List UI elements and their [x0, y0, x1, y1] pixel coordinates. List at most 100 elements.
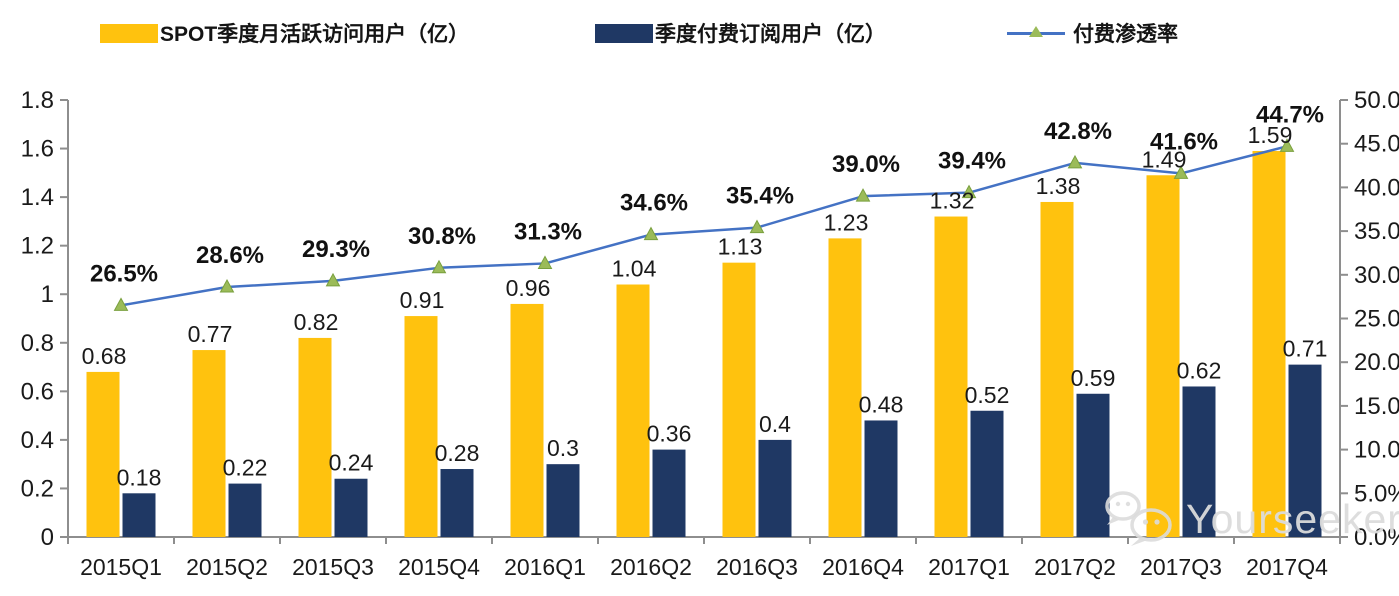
rate-marker-2017Q1	[961, 184, 977, 199]
subs-bar-swatch	[595, 23, 653, 43]
mau-value-label: 1.04	[612, 256, 657, 282]
rate-value-label: 41.6%	[1150, 128, 1218, 155]
x-axis-category-label: 2017Q3	[1140, 554, 1222, 580]
x-axis-category-label: 2016Q3	[716, 554, 798, 580]
left-axis-tick-label: 0.2	[21, 475, 54, 502]
bar-subs-2017Q1	[970, 410, 1004, 537]
left-axis-tick-label: 1	[41, 281, 54, 308]
rate-marker-2017Q3	[1173, 165, 1189, 179]
legend-rate-label: 付费渗透率	[1073, 23, 1178, 46]
legend-mau-label: SPOT季度月活跃访问用户（亿）	[160, 23, 470, 46]
mau-value-label: 0.96	[506, 275, 551, 301]
left-axis-tick-label: 1.4	[21, 184, 54, 211]
subs-value-label: 0.24	[329, 450, 374, 476]
subs-value-label: 0.3	[547, 435, 579, 461]
bar-mau-2016Q2	[616, 284, 650, 537]
x-axis-category-label: 2016Q2	[610, 554, 692, 580]
x-axis-category-label: 2017Q2	[1034, 554, 1116, 580]
left-axis-tick-label: 0.4	[21, 427, 54, 454]
bar-subs-2016Q3	[758, 439, 792, 537]
rate-value-label: 42.8%	[1044, 118, 1112, 145]
bar-subs-2016Q1	[546, 464, 580, 537]
mau-value-label: 0.91	[400, 287, 445, 313]
rate-marker-2015Q3	[325, 272, 341, 287]
x-axis-category-label: 2015Q1	[80, 554, 162, 580]
mau-value-label: 1.13	[718, 234, 763, 260]
subs-value-label: 0.71	[1283, 336, 1328, 362]
bar-subs-2016Q4	[864, 420, 898, 537]
right-axis-tick-label: 0.0%	[1354, 524, 1399, 551]
mau-value-label: 1.49	[1142, 146, 1187, 172]
bar-mau-2017Q2	[1040, 201, 1074, 537]
subs-value-label: 0.62	[1177, 357, 1222, 383]
x-axis-category-label: 2017Q4	[1246, 554, 1328, 580]
rate-marker-2016Q1	[537, 255, 553, 269]
mau-value-label: 1.38	[1036, 173, 1081, 199]
right-axis-tick-label: 30.0%	[1354, 262, 1399, 289]
legend-subs-label: 季度付费订阅用户（亿）	[655, 23, 886, 46]
bar-mau-2015Q3	[298, 337, 332, 537]
right-axis-tick-label: 20.0%	[1354, 349, 1399, 376]
x-axis-category-label: 2015Q2	[186, 554, 268, 580]
subs-value-label: 0.59	[1071, 365, 1116, 391]
legend-item-subs: 季度付费订阅用户（亿）	[595, 18, 886, 48]
bar-subs-2016Q2	[652, 449, 686, 537]
subs-value-label: 0.48	[859, 391, 904, 417]
rate-value-label: 34.6%	[620, 190, 688, 217]
mau-bar-swatch	[100, 23, 158, 43]
rate-line-series	[120, 145, 1288, 307]
left-axis-tick-label: 1.6	[21, 136, 54, 163]
legend-item-mau: SPOT季度月活跃访问用户（亿）	[100, 18, 469, 48]
bar-mau-2016Q1	[510, 303, 544, 537]
rate-value-label: 35.4%	[726, 183, 794, 210]
subs-value-label: 0.4	[759, 411, 791, 437]
rate-value-label: 29.3%	[302, 236, 370, 263]
left-axis-tick-label: 0.8	[21, 330, 54, 357]
left-axis-tick-label: 0.6	[21, 378, 54, 405]
rate-value-label: 30.8%	[408, 223, 476, 250]
triangle-marker-icon	[1029, 26, 1043, 37]
subs-value-label: 0.36	[647, 421, 692, 447]
subs-value-label: 0.28	[435, 440, 480, 466]
mau-value-label: 1.32	[930, 188, 975, 214]
left-axis-tick-label: 1.8	[21, 87, 54, 114]
subs-value-label: 0.52	[965, 382, 1010, 408]
right-axis-tick-label: 25.0%	[1354, 306, 1399, 333]
bar-mau-2016Q3	[722, 262, 756, 537]
mau-value-label: 0.82	[294, 309, 339, 335]
right-axis-tick-label: 35.0%	[1354, 218, 1399, 245]
rate-marker-2016Q2	[643, 226, 659, 241]
right-axis-tick-label: 15.0%	[1354, 393, 1399, 420]
bar-mau-2017Q1	[934, 216, 968, 538]
rate-marker-2015Q2	[219, 278, 235, 293]
bar-subs-2017Q4	[1288, 364, 1322, 537]
subs-value-label: 0.18	[117, 464, 162, 490]
mau-value-label: 0.77	[188, 321, 233, 347]
bar-mau-2015Q4	[404, 316, 438, 537]
legend-item-rate: 付费渗透率	[1007, 18, 1178, 48]
bar-subs-2015Q2	[228, 483, 262, 537]
bar-subs-2017Q2	[1076, 393, 1110, 537]
right-axis-tick-label: 5.0%	[1354, 480, 1399, 507]
rate-marker-2017Q2	[1067, 154, 1083, 169]
subs-value-label: 0.22	[223, 455, 268, 481]
x-axis-category-label: 2016Q1	[504, 554, 586, 580]
rate-line-swatch	[1007, 23, 1065, 43]
right-axis-tick-label: 45.0%	[1354, 131, 1399, 158]
x-axis-category-label: 2015Q3	[292, 554, 374, 580]
rate-value-label: 39.0%	[832, 151, 900, 178]
bar-mau-2017Q4	[1252, 150, 1286, 537]
mau-value-label: 1.23	[824, 209, 869, 235]
right-axis-tick-label: 50.0%	[1354, 87, 1399, 114]
right-axis-tick-label: 10.0%	[1354, 437, 1399, 464]
left-axis-tick-label: 0	[41, 524, 54, 551]
bar-mau-2017Q3	[1146, 175, 1180, 537]
rate-marker-2017Q4	[1279, 138, 1295, 152]
x-axis-category-label: 2016Q4	[822, 554, 904, 580]
mau-value-label: 0.68	[82, 343, 127, 369]
rate-value-label: 44.7%	[1256, 101, 1324, 128]
mau-value-label: 1.59	[1248, 122, 1293, 148]
rate-value-label: 28.6%	[196, 242, 264, 269]
